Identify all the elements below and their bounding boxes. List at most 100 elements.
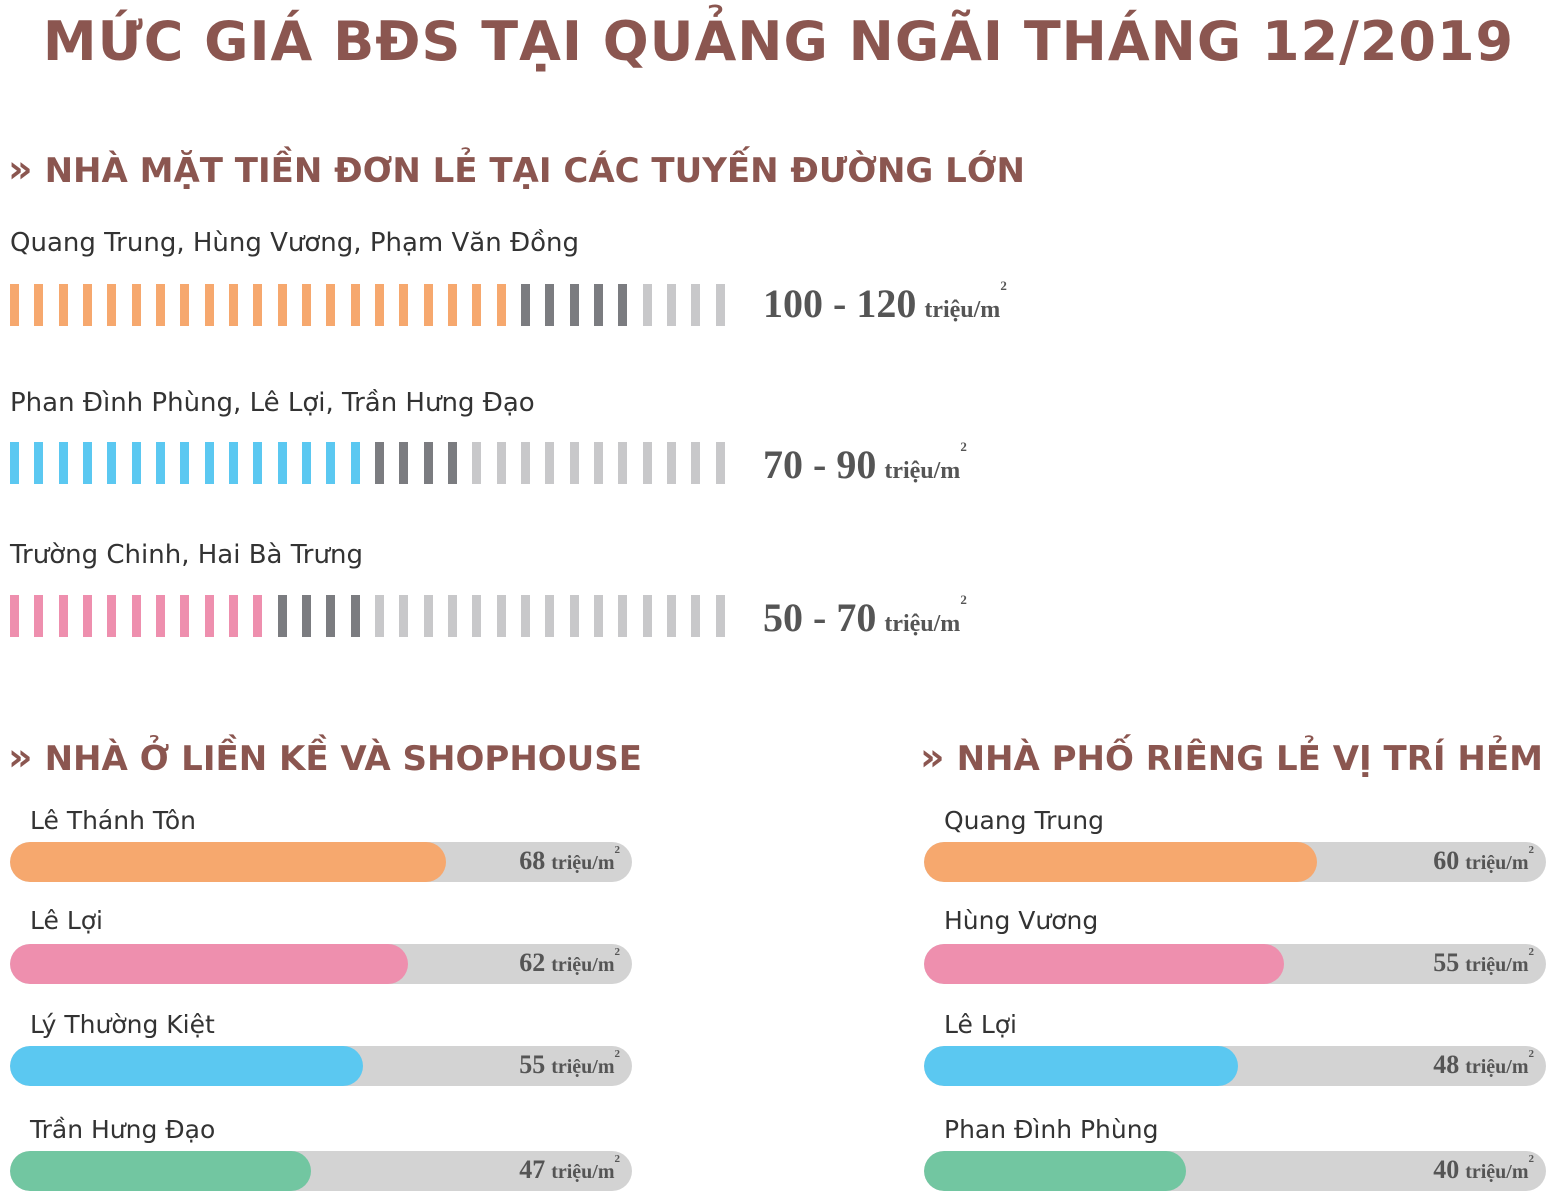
stripe-colored xyxy=(277,442,287,484)
frontage-row-label: Quang Trung, Hùng Vương, Phạm Văn Đồng xyxy=(10,228,580,258)
stripe-colored xyxy=(204,442,214,484)
unit-superscript: 2 xyxy=(614,844,621,856)
stripe-empty xyxy=(375,595,384,637)
section-heading-shophouse: » NHÀ Ở LIỀN KỀ VÀ SHOPHOUSE xyxy=(8,735,642,779)
stripe-empty xyxy=(715,284,725,326)
stripe-range xyxy=(350,595,360,637)
frontage-row-label: Phan Đình Phùng, Lê Lợi, Trần Hưng Đạo xyxy=(10,388,535,418)
bar-value-number: 48 xyxy=(1433,1050,1460,1079)
unit-superscript: 2 xyxy=(960,592,967,607)
stripe-empty xyxy=(472,595,482,637)
stripe-empty xyxy=(448,595,457,637)
stripe-colored xyxy=(156,284,165,326)
price-range: 100 - 120 xyxy=(763,281,917,326)
unit-superscript: 2 xyxy=(1528,1048,1535,1060)
stripe-empty xyxy=(691,595,701,637)
unit-text: triệu/m xyxy=(551,1056,615,1078)
stripe-colored xyxy=(253,442,263,484)
stripe-colored xyxy=(34,595,44,637)
stripe-empty xyxy=(545,442,555,484)
bar-track: 62 triệu/m2 xyxy=(10,944,632,984)
stripe-empty xyxy=(423,595,433,637)
bar-track: 68 triệu/m2 xyxy=(10,842,632,882)
bar-track: 60 triệu/m2 xyxy=(924,842,1546,882)
stripe-colored xyxy=(156,595,165,637)
bar-label: Lê Lợi xyxy=(944,1010,1017,1039)
bar-label: Trần Hưng Đạo xyxy=(30,1115,216,1144)
bar-fill xyxy=(924,842,1317,882)
frontage-stripe-bar xyxy=(10,595,740,637)
unit-text: triệu/m xyxy=(884,458,961,484)
stripe-empty xyxy=(715,595,725,637)
bar-value-number: 62 xyxy=(519,948,546,977)
stripe-colored xyxy=(253,284,263,326)
bar-value-number: 40 xyxy=(1433,1155,1460,1184)
frontage-price: 70 - 90 triệu/m 2 xyxy=(763,439,967,488)
frontage-price: 100 - 120 triệu/m 2 xyxy=(763,278,1007,327)
stripe-colored xyxy=(229,284,238,326)
stripe-colored xyxy=(350,284,360,326)
bar-value-unit: triệu/m2 xyxy=(551,1048,620,1078)
stripe-colored xyxy=(350,442,360,484)
bar-value-unit: triệu/m2 xyxy=(1465,1048,1534,1078)
stripe-empty xyxy=(569,595,579,637)
bar-fill xyxy=(10,1046,363,1086)
bar-value-unit: triệu/m2 xyxy=(551,844,620,874)
unit-text: triệu/m xyxy=(884,611,961,637)
bar-value-unit: triệu/m2 xyxy=(1465,946,1534,976)
price-range: 70 - 90 xyxy=(763,442,877,487)
stripe-empty xyxy=(618,442,628,484)
section-title: NHÀ PHỐ RIÊNG LẺ VỊ TRÍ HẺM xyxy=(956,739,1543,779)
stripe-colored xyxy=(448,284,457,326)
stripe-empty xyxy=(545,595,555,637)
stripe-colored xyxy=(302,442,311,484)
unit-text: triệu/m xyxy=(1465,1161,1529,1183)
stripe-colored xyxy=(302,284,311,326)
unit-text: triệu/m xyxy=(551,852,615,874)
bar-label: Phan Đình Phùng xyxy=(944,1115,1159,1144)
stripe-range xyxy=(277,595,287,637)
frontage-stripe-bar xyxy=(10,284,740,326)
stripe-empty xyxy=(496,595,506,637)
bar-fill xyxy=(10,842,447,882)
unit-superscript: 2 xyxy=(1528,844,1535,856)
stripe-empty xyxy=(691,284,701,326)
stripe-range xyxy=(399,442,409,484)
unit-superscript: 2 xyxy=(614,946,621,958)
bar-value: 55 triệu/m2 xyxy=(1433,946,1534,978)
price-range: 50 - 70 xyxy=(763,595,877,640)
stripe-range xyxy=(423,442,433,484)
stripe-colored xyxy=(472,284,482,326)
stripe-colored xyxy=(326,284,336,326)
stripe-colored xyxy=(375,284,384,326)
stripe-range xyxy=(302,595,311,637)
stripe-range xyxy=(594,284,603,326)
bar-fill xyxy=(924,944,1285,984)
stripe-colored xyxy=(10,442,19,484)
stripe-colored xyxy=(423,284,433,326)
bar-value-number: 68 xyxy=(519,846,546,875)
stripe-colored xyxy=(156,442,165,484)
bar-value-unit: triệu/m2 xyxy=(551,946,620,976)
chevron-right-icon: » xyxy=(8,735,33,779)
stripe-colored xyxy=(34,284,44,326)
bar-track: 48 triệu/m2 xyxy=(924,1046,1546,1086)
stripe-empty xyxy=(691,442,701,484)
stripe-colored xyxy=(229,595,238,637)
bar-value-unit: triệu/m2 xyxy=(1465,844,1534,874)
bar-fill xyxy=(924,1151,1186,1191)
bar-value-number: 55 xyxy=(519,1050,546,1079)
unit-superscript: 2 xyxy=(614,1153,621,1165)
bar-track: 55 triệu/m2 xyxy=(10,1046,632,1086)
stripe-colored xyxy=(496,284,506,326)
stripe-colored xyxy=(180,442,190,484)
stripe-range xyxy=(545,284,555,326)
stripe-colored xyxy=(58,595,68,637)
bar-value: 55 triệu/m2 xyxy=(519,1048,620,1080)
stripe-empty xyxy=(667,595,676,637)
unit-superscript: 2 xyxy=(614,1048,621,1060)
unit-text: triệu/m xyxy=(551,954,615,976)
bar-fill xyxy=(10,1151,312,1191)
stripe-empty xyxy=(667,442,676,484)
stripe-range xyxy=(569,284,579,326)
